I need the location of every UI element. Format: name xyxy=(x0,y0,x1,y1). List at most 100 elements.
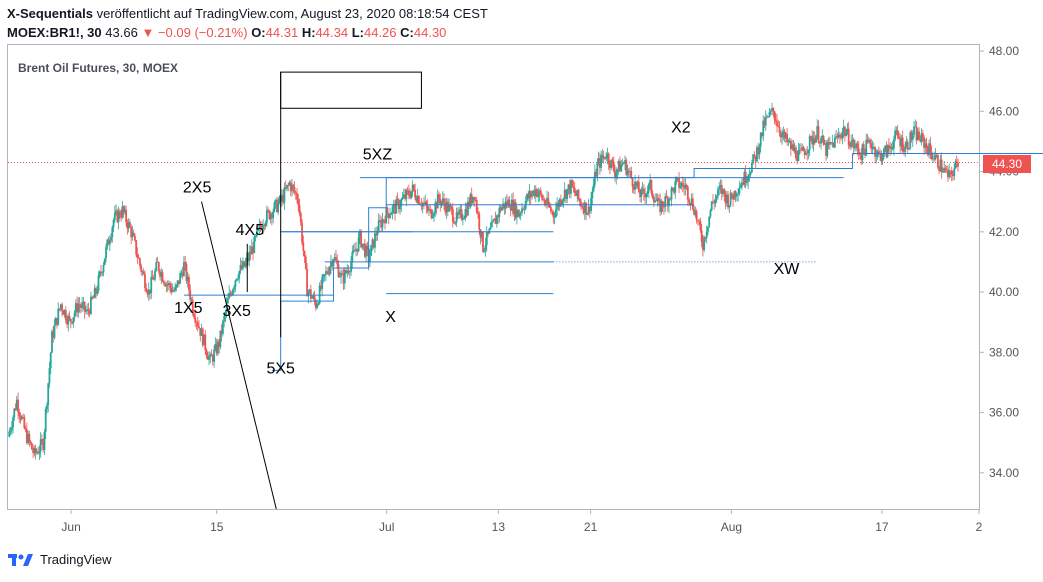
candle-body xyxy=(78,304,81,307)
candle-body xyxy=(434,202,437,214)
candle-body xyxy=(650,179,653,194)
candle-body xyxy=(139,258,141,266)
candle-body xyxy=(636,181,639,187)
candle-body xyxy=(407,190,410,196)
symbol-label[interactable]: MOEX:BR1!, 30 xyxy=(7,25,102,40)
candle-body xyxy=(708,216,711,227)
candle-body xyxy=(289,182,292,192)
candle-body xyxy=(361,243,364,248)
candle-body xyxy=(351,251,354,263)
candle-body xyxy=(495,215,498,224)
candle-body xyxy=(866,139,869,142)
candle-body xyxy=(808,136,811,150)
candle-body xyxy=(56,318,58,325)
candle-body xyxy=(661,201,664,207)
candle-body xyxy=(882,148,885,157)
candle-body xyxy=(781,134,783,138)
candle-body xyxy=(18,412,21,416)
candle-body xyxy=(815,135,817,143)
candle-body xyxy=(479,229,482,238)
candle-body xyxy=(159,271,161,277)
candle-body xyxy=(906,141,909,150)
candle-body xyxy=(213,349,215,362)
candle-body xyxy=(177,280,180,284)
candle-body xyxy=(390,213,393,216)
candle-body xyxy=(696,220,699,222)
candle-body xyxy=(494,218,497,224)
candle-body xyxy=(216,341,219,354)
candle-body xyxy=(125,209,128,223)
candle-body xyxy=(30,443,33,450)
candle-body xyxy=(85,311,87,312)
candle-body xyxy=(102,264,105,273)
candle-body xyxy=(480,232,483,238)
candle-body xyxy=(757,147,760,155)
candle-body xyxy=(381,219,384,228)
candle-body xyxy=(107,239,110,245)
candle-body xyxy=(456,212,459,215)
candle-body xyxy=(782,131,785,135)
candle-body xyxy=(423,203,425,204)
candle-body xyxy=(259,224,262,228)
x-tick-label: Aug xyxy=(721,520,742,534)
candle-body xyxy=(179,273,182,284)
candle-body xyxy=(358,230,361,238)
footer-brand[interactable]: TradingView xyxy=(40,552,112,567)
candle-body xyxy=(475,200,478,212)
candle-body xyxy=(670,187,673,200)
high-label: H: xyxy=(301,25,316,40)
candle-body xyxy=(284,187,287,189)
candle-body xyxy=(255,230,258,237)
price-change: −0.09 (−0.21%) xyxy=(157,25,248,40)
candle-body xyxy=(691,198,694,210)
author-name[interactable]: X-Sequentials xyxy=(7,6,93,21)
candle-body xyxy=(327,273,330,275)
candle-body xyxy=(117,211,120,223)
candle-body xyxy=(640,188,643,197)
candle-body xyxy=(664,196,667,208)
candle-body xyxy=(362,243,365,245)
candle-body xyxy=(534,189,537,197)
plot-area[interactable] xyxy=(7,44,980,510)
candle-body xyxy=(90,296,92,314)
candle-body xyxy=(396,199,399,200)
candle-body xyxy=(234,280,237,287)
candle-body xyxy=(68,316,71,319)
candle-body xyxy=(420,204,423,207)
candle-body xyxy=(947,169,949,178)
candle-body xyxy=(588,206,591,212)
candle-body xyxy=(806,152,809,154)
candle-body xyxy=(527,194,530,199)
candle-body xyxy=(688,199,690,203)
candle-body xyxy=(380,220,383,228)
candle-body xyxy=(549,207,552,212)
candle-body xyxy=(172,290,175,291)
candle-body xyxy=(63,309,66,315)
candle-body xyxy=(891,148,894,150)
tradingview-logo-icon xyxy=(8,553,33,566)
candle-body xyxy=(547,197,550,206)
candle-body xyxy=(546,197,548,206)
candle-body xyxy=(41,439,43,441)
candle-body xyxy=(169,283,172,288)
candle-body xyxy=(87,309,90,311)
candle-body xyxy=(541,194,543,200)
candle-body xyxy=(523,208,526,210)
candle-body xyxy=(123,209,126,213)
candle-body xyxy=(619,160,621,172)
candle-body xyxy=(161,272,164,282)
candle-body xyxy=(826,142,829,156)
candle-body xyxy=(458,210,461,215)
candle-body xyxy=(533,190,536,197)
candle-body xyxy=(635,181,638,187)
candle-body xyxy=(115,210,117,213)
candle-body xyxy=(101,272,104,274)
candle-body xyxy=(794,147,797,159)
candle-body xyxy=(377,220,380,233)
candle-body xyxy=(36,452,38,454)
y-tick-label: 42.00 xyxy=(989,225,1019,239)
candle-body xyxy=(880,153,883,162)
candle-body xyxy=(728,205,731,208)
candle-body xyxy=(816,126,819,136)
